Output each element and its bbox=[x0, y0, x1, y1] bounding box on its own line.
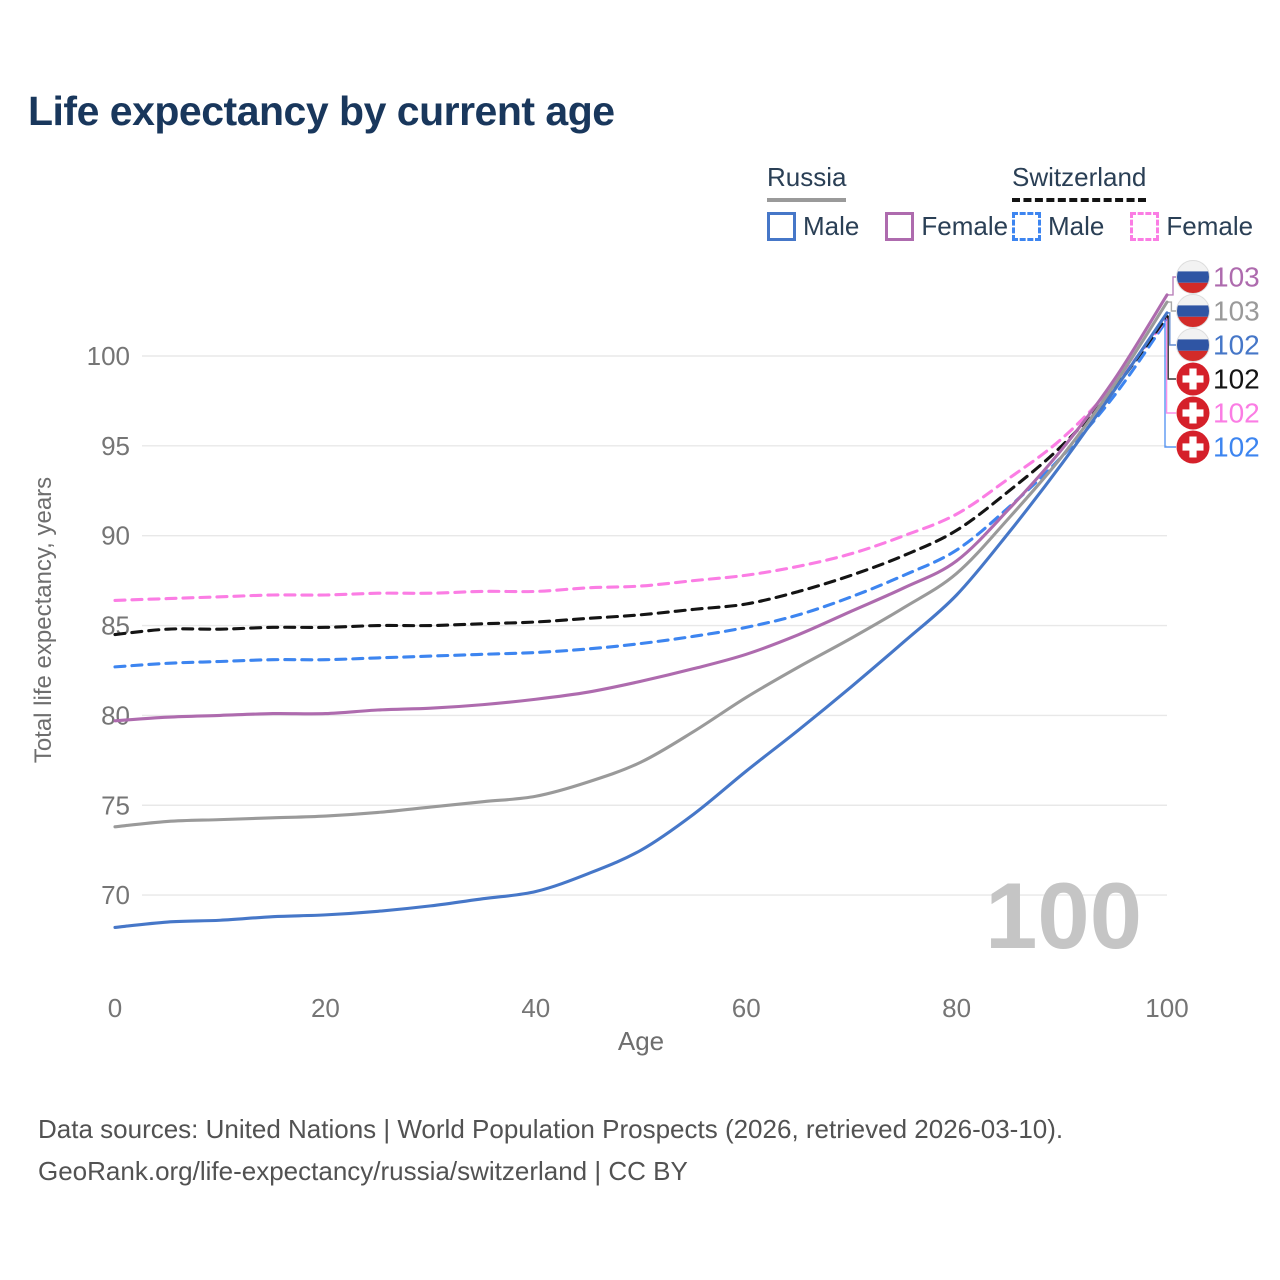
footer-data-sources: Data sources: United Nations | World Pop… bbox=[38, 1114, 1064, 1144]
footer-attribution: GeoRank.org/life-expectancy/russia/switz… bbox=[38, 1156, 688, 1186]
y-tick-90: 90 bbox=[101, 521, 130, 551]
series-line-russia-female bbox=[113, 293, 1169, 723]
series-line-switzerland-total bbox=[113, 314, 1169, 637]
y-tick-80: 80 bbox=[101, 700, 130, 730]
legend-item-switzerland-female: Female bbox=[1130, 211, 1253, 242]
legend-row-russia: Male Female bbox=[767, 211, 1034, 242]
end-value-russia-total: 103 bbox=[1213, 296, 1260, 327]
russia-flag-icon bbox=[1176, 294, 1210, 328]
switzerland-male-swatch-icon bbox=[1012, 212, 1041, 241]
end-label-connector-switzerland-total bbox=[1167, 315, 1176, 380]
end-value-switzerland-female: 102 bbox=[1213, 398, 1260, 429]
footer: Data sources: United Nations | World Pop… bbox=[38, 1108, 1063, 1192]
x-tick-20: 20 bbox=[311, 993, 340, 1023]
legend-item-russia-male: Male bbox=[767, 211, 859, 242]
end-value-switzerland-total: 102 bbox=[1213, 364, 1260, 395]
end-label-connector-switzerland-male bbox=[1164, 319, 1176, 448]
legend-label-switzerland-male: Male bbox=[1048, 211, 1105, 241]
legend-row-switzerland: Male Female bbox=[1012, 211, 1279, 242]
switzerland-female-swatch-icon bbox=[1130, 212, 1160, 241]
age-watermark: 100 bbox=[985, 863, 1142, 968]
russia-flag-icon bbox=[1176, 328, 1210, 362]
end-value-switzerland-male: 102 bbox=[1213, 432, 1260, 463]
end-label-connector-russia-female bbox=[1167, 276, 1176, 296]
x-tick-40: 40 bbox=[521, 993, 550, 1023]
russia-male-swatch-icon bbox=[767, 212, 796, 241]
y-tick-75: 75 bbox=[101, 790, 130, 820]
legend-group-russia: Russia Male Female bbox=[767, 162, 1034, 242]
russia-female-swatch-icon bbox=[885, 212, 915, 241]
y-tick-85: 85 bbox=[101, 611, 130, 641]
series-line-russia-male bbox=[113, 311, 1169, 929]
x-tick-80: 80 bbox=[942, 993, 971, 1023]
x-tick-60: 60 bbox=[732, 993, 761, 1023]
series-line-russia-total bbox=[113, 300, 1169, 829]
switzerland-flag-icon bbox=[1176, 362, 1210, 396]
end-value-russia-male: 102 bbox=[1213, 330, 1260, 361]
legend-label-switzerland-female: Female bbox=[1166, 211, 1254, 241]
x-axis-title: Age bbox=[617, 1026, 665, 1056]
legend-country-switzerland: Switzerland bbox=[1012, 162, 1147, 202]
end-label-connector-russia-total bbox=[1167, 301, 1176, 312]
legend-country-russia: Russia bbox=[767, 162, 847, 202]
end-label-connector-switzerland-female bbox=[1165, 317, 1176, 414]
legend-label-russia-female: Female bbox=[921, 211, 1009, 241]
chart-title: Life expectancy by current age bbox=[28, 88, 615, 134]
x-tick-100: 100 bbox=[1145, 993, 1188, 1023]
series-line-switzerland-female bbox=[113, 316, 1169, 602]
legend-item-russia-female: Female bbox=[885, 211, 1008, 242]
switzerland-flag-icon bbox=[1176, 396, 1210, 430]
switzerland-flag-icon bbox=[1176, 430, 1210, 464]
legend-item-switzerland-male: Male bbox=[1012, 211, 1104, 242]
end-label-connector-russia-male bbox=[1167, 312, 1176, 346]
y-tick-70: 70 bbox=[101, 880, 130, 910]
y-tick-95: 95 bbox=[101, 431, 130, 461]
end-value-russia-female: 103 bbox=[1213, 262, 1260, 293]
legend-group-switzerland: Switzerland Male Female bbox=[1012, 162, 1279, 242]
russia-flag-icon bbox=[1176, 260, 1210, 294]
y-tick-100: 100 bbox=[87, 341, 130, 371]
x-tick-0: 0 bbox=[108, 993, 122, 1023]
legend-label-russia-male: Male bbox=[803, 211, 860, 241]
